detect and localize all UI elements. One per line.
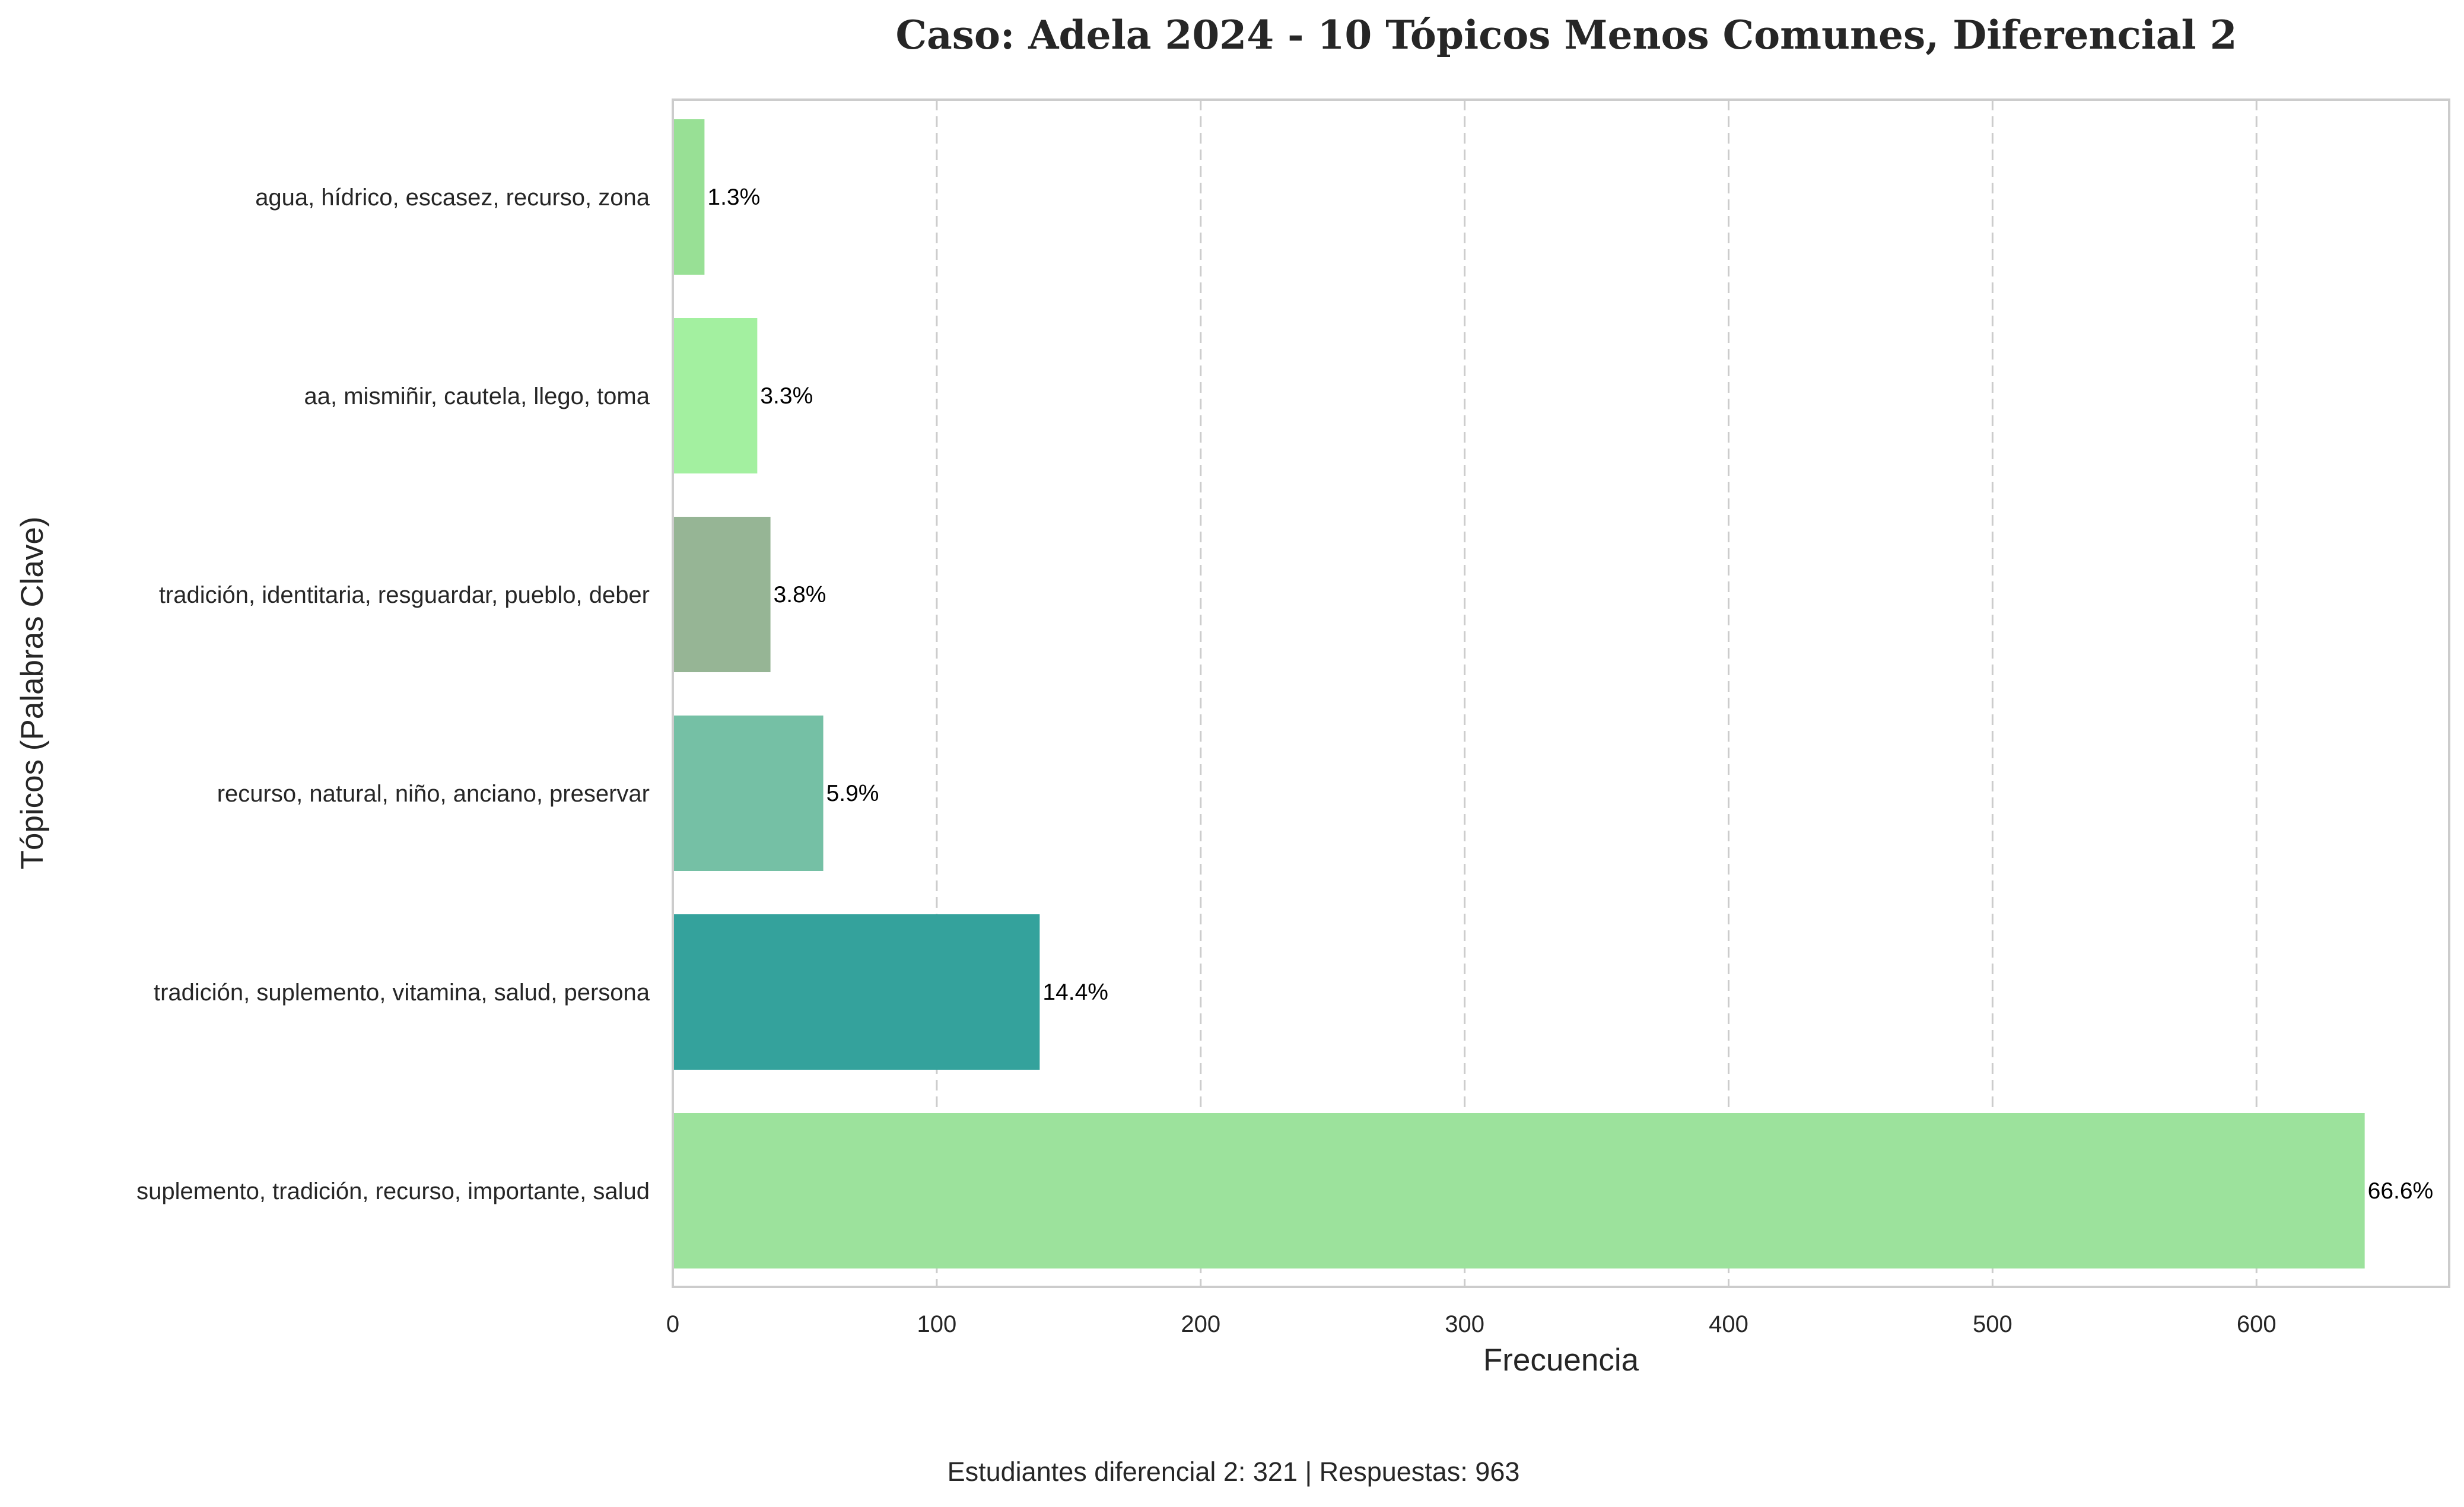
y-tick-label: suplemento, tradición, recurso, importan…	[136, 1178, 650, 1204]
chart-footnote: Estudiantes diferencial 2: 321 | Respues…	[948, 1457, 1520, 1487]
chart-title: Caso: Adela 2024 - 10 Tópicos Menos Comu…	[895, 12, 2237, 58]
y-axis-label: Tópicos (Palabras Clave)	[15, 516, 50, 869]
plot-frame	[672, 98, 2450, 1288]
bar-value-label: 5.9%	[826, 781, 879, 806]
x-tick-label: 400	[1709, 1311, 1748, 1337]
bar	[673, 119, 705, 275]
x-tick-label: 300	[1445, 1311, 1484, 1337]
y-tick-label: aa, mismiñir, cautela, llego, toma	[304, 383, 650, 409]
bar-value-label: 66.6%	[2368, 1178, 2434, 1204]
bar-value-label: 1.3%	[707, 185, 760, 210]
bar-value-labels: 1.3% 3.3% 3.8% 5.9% 14.4% 66.6%	[707, 185, 2433, 1204]
y-tick-label: recurso, natural, niño, anciano, preserv…	[217, 781, 650, 807]
grid-lines	[936, 100, 2258, 1287]
x-axis-label: Frecuencia	[1483, 1343, 1639, 1378]
bar-value-label: 3.8%	[774, 582, 826, 608]
bar	[673, 318, 758, 473]
bar	[673, 914, 1040, 1070]
x-tick-label: 0	[666, 1311, 679, 1337]
bars	[673, 119, 2365, 1268]
bar	[673, 1113, 2365, 1268]
bar-value-label: 3.3%	[760, 383, 813, 409]
bar	[673, 716, 824, 871]
y-tick-label: tradición, identitaria, resguardar, pueb…	[159, 582, 650, 608]
bar	[673, 517, 771, 672]
y-tick-labels: agua, hídrico, escasez, recurso, zona aa,…	[136, 185, 650, 1204]
y-tick-label: agua, hídrico, escasez, recurso, zona	[255, 185, 650, 211]
bar-value-label: 14.4%	[1042, 980, 1108, 1005]
y-tick-label: tradición, suplemento, vitamina, salud, …	[154, 980, 650, 1006]
x-tick-labels: 0 100 200 300 400 500 600	[666, 1311, 2277, 1337]
x-tick-label: 500	[1973, 1311, 2012, 1337]
x-tick-label: 100	[917, 1311, 956, 1337]
x-tick-label: 600	[2237, 1311, 2277, 1337]
x-tick-label: 200	[1181, 1311, 1220, 1337]
